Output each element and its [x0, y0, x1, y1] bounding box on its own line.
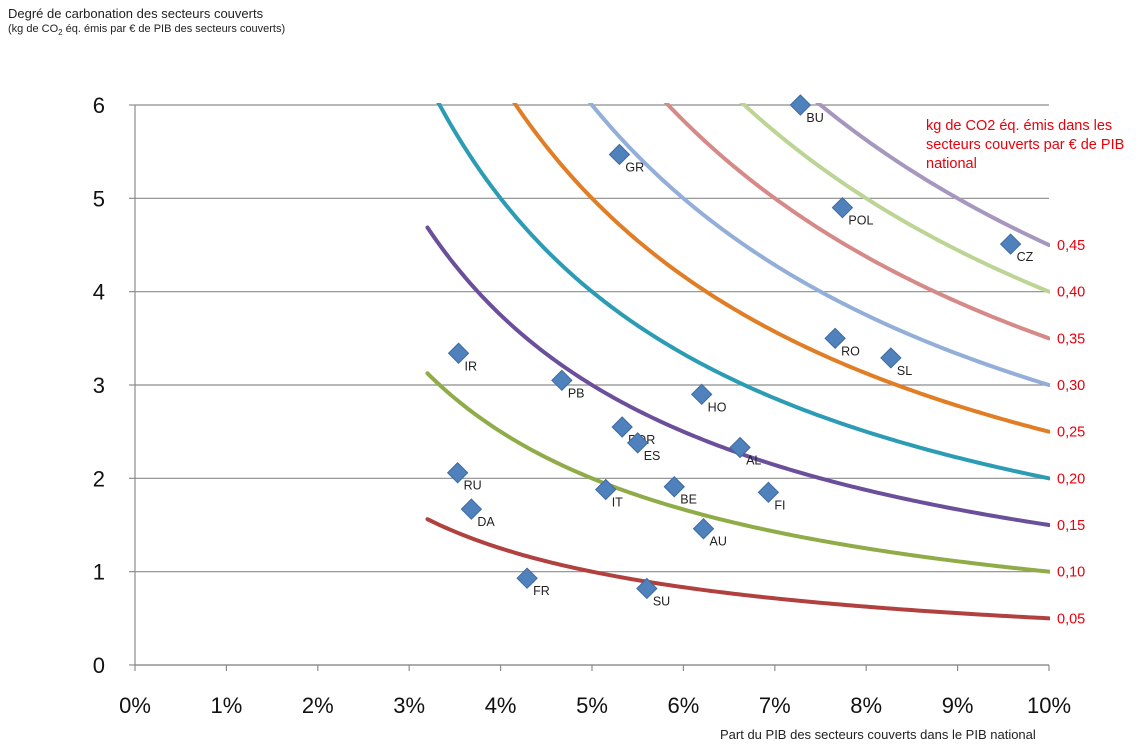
- data-point-ir: [447, 342, 470, 364]
- iso-curve-0-40: [739, 103, 1050, 294]
- data-point-label: HO: [708, 400, 727, 414]
- x-tick-label: 1%: [211, 693, 243, 718]
- data-point-da: [460, 498, 483, 520]
- iso-curve-0-20: [436, 103, 1050, 481]
- data-point-sl: [880, 347, 902, 369]
- data-point-label: FR: [533, 584, 550, 598]
- data-point-gr: [608, 143, 631, 166]
- x-tick-label: 9%: [942, 693, 974, 718]
- data-point-ho: [690, 383, 713, 406]
- y-tick-label: 2: [93, 466, 105, 491]
- data-point-ro: [824, 327, 846, 350]
- x-tick-label: 2%: [302, 693, 334, 718]
- iso-curve-0-45: [814, 103, 1050, 247]
- data-point-su: [636, 577, 658, 600]
- data-point-label: AU: [710, 535, 727, 549]
- y-tick-label: 3: [93, 373, 105, 398]
- iso-curve-0-30: [587, 103, 1050, 387]
- iso-curve-label: 0,30: [1057, 378, 1085, 394]
- iso-curve-0-05: [425, 517, 1050, 621]
- x-tick-label: 6%: [668, 693, 700, 718]
- curves-label: kg de CO2 éq. émis dans les secteurs cou…: [926, 118, 1125, 172]
- y-axis-title-line2-pre: (kg de CO: [8, 23, 59, 35]
- y-tick-label: 5: [93, 186, 105, 211]
- y-axis-title-line1: Degré de carbonation des secteurs couver…: [8, 6, 264, 21]
- iso-curve-0-10: [425, 371, 1050, 574]
- data-point-label: GR: [625, 160, 644, 174]
- iso-curve-0-15: [425, 225, 1050, 527]
- data-point-label: DA: [477, 515, 495, 529]
- y-tick-label: 1: [93, 560, 105, 585]
- data-point-au: [692, 518, 715, 540]
- iso-curve-label: 0,15: [1057, 518, 1085, 534]
- data-point-label: IT: [612, 496, 623, 510]
- x-tick-label: 8%: [850, 693, 882, 718]
- iso-curve-0-35: [663, 103, 1050, 341]
- data-point-label: PB: [568, 386, 585, 400]
- data-point-label: SL: [897, 364, 912, 378]
- data-point-label: BU: [806, 111, 823, 125]
- x-tick-label: 7%: [759, 693, 791, 718]
- data-point-cz: [999, 233, 1022, 255]
- x-tick-label: 3%: [393, 693, 425, 718]
- y-tick-label: 6: [93, 93, 105, 118]
- data-point-bu: [789, 94, 812, 116]
- x-tick-label: 0%: [119, 693, 151, 718]
- data-point-it: [595, 478, 617, 501]
- iso-curve-label: 0,05: [1057, 611, 1085, 627]
- data-point-pol: [831, 196, 854, 219]
- y-tick-label: 0: [93, 653, 105, 678]
- data-point-pb: [551, 369, 573, 392]
- data-point-fr: [516, 567, 538, 589]
- data-point-label: SU: [653, 594, 670, 608]
- x-axis-title: Part du PIB des secteurs couverts dans l…: [720, 727, 1036, 742]
- iso-curve-label: 0,35: [1057, 331, 1085, 347]
- data-point-label: AL: [746, 454, 761, 468]
- y-tick-label: 4: [93, 280, 105, 305]
- data-point-be: [663, 476, 685, 498]
- y-axis-title-line2-post: éq. émis par € de PIB des secteurs couve…: [62, 23, 286, 35]
- data-point-por: [611, 416, 633, 438]
- data-point-label: RO: [841, 344, 860, 358]
- y-axis-title: Degré de carbonation des secteurs couver…: [8, 6, 285, 37]
- data-point-es: [626, 432, 649, 454]
- y-axis-title-subscript: 2: [58, 28, 63, 38]
- iso-curve-label: 0,45: [1057, 238, 1085, 254]
- data-point-label: POL: [848, 214, 873, 228]
- data-point-label: FI: [774, 498, 785, 512]
- data-point-label: CZ: [1017, 250, 1034, 264]
- x-tick-label: 4%: [485, 693, 517, 718]
- data-point-al: [729, 436, 751, 459]
- iso-curve-label: 0,10: [1057, 565, 1085, 581]
- iso-curve-0-25: [512, 103, 1050, 434]
- data-point-label: IR: [465, 359, 478, 373]
- y-axis-title-line2: (kg de CO2 éq. émis par € de PIB des sec…: [8, 23, 285, 37]
- iso-curve-label: 0,25: [1057, 425, 1085, 441]
- data-point-label: BE: [680, 493, 697, 507]
- iso-curve-label: 0,20: [1057, 471, 1085, 487]
- data-point-fi: [757, 481, 780, 504]
- x-tick-label: 5%: [576, 693, 608, 718]
- data-point-label: ES: [644, 449, 661, 463]
- iso-curve-label: 0,40: [1057, 285, 1085, 301]
- x-tick-label: 10%: [1027, 693, 1071, 718]
- data-point-ru: [446, 462, 469, 484]
- data-point-label: RU: [464, 479, 482, 493]
